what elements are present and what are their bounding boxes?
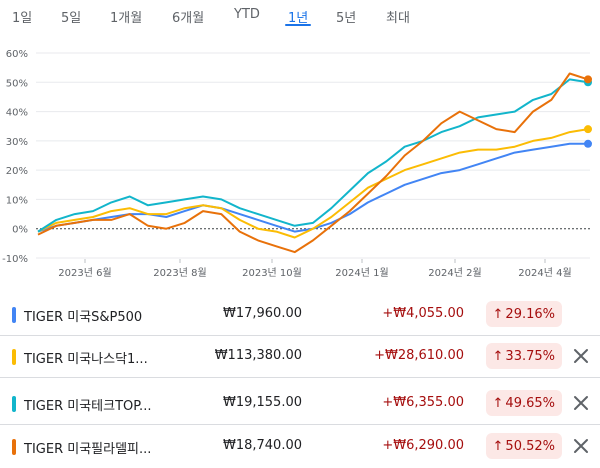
holding-name: TIGER 미국S&P500 — [24, 310, 143, 325]
tab-6m[interactable]: 6개월 — [172, 11, 205, 26]
series-color-marker — [12, 349, 16, 365]
percent-change-badge: ↑ 50.52% — [485, 433, 562, 459]
series-end-point — [584, 75, 592, 84]
x-tick-label: 2024년 4월 — [518, 267, 571, 279]
x-tick-label: 2023년 6월 — [58, 267, 111, 279]
row-divider — [0, 335, 600, 336]
percent-change-badge: ↑ 33.75% — [485, 343, 562, 369]
comparison-chart[interactable]: -10% 0% 10% 20% 30% 40% 50% 60% 2023년 6월 2023년 8… — [0, 38, 600, 288]
y-tick-label: 0% — [12, 225, 28, 236]
percent-change-value: 50.52% — [505, 438, 555, 454]
holding-change: +₩6,290.00 — [382, 438, 464, 453]
holding-row-nasdaq100[interactable]: TIGER 미국나스닥1... ₩113,380.00 +₩28,610.00 … — [0, 336, 600, 378]
y-tick-label: 40% — [6, 108, 28, 119]
x-tick-label: 2023년 8월 — [153, 267, 206, 279]
holding-change: +₩28,610.00 — [374, 348, 464, 363]
tab-max[interactable]: 최대 — [386, 11, 410, 26]
series-color-marker — [12, 396, 16, 412]
series-line — [37, 78, 589, 233]
holding-row-semiconductor[interactable]: TIGER 미국필라델피... ₩18,740.00 +₩6,290.00 ↑ … — [0, 426, 600, 468]
series-color-marker — [12, 307, 16, 323]
series-color-marker — [12, 439, 16, 455]
tab-ytd[interactable]: YTD — [234, 7, 260, 22]
holding-row-tech-top10[interactable]: TIGER 미국테크TOP... ₩19,155.00 +₩6,355.00 ↑… — [0, 383, 600, 425]
holding-price: ₩18,740.00 — [222, 438, 302, 453]
holding-name: TIGER 미국테크TOP... — [24, 399, 152, 414]
series-line — [37, 128, 589, 239]
chart-series — [37, 72, 592, 254]
holding-change: +₩4,055.00 — [382, 306, 464, 321]
close-icon[interactable] — [570, 345, 592, 367]
series-line — [37, 72, 589, 254]
close-icon[interactable] — [570, 435, 592, 457]
holding-price: ₩19,155.00 — [222, 395, 302, 410]
y-tick-label: 10% — [6, 195, 28, 206]
x-axis-labels: 2023년 6월 2023년 8월 2023년 10월 2024년 1월 2024년 2… — [58, 259, 572, 279]
series-end-point — [584, 139, 592, 148]
row-divider — [0, 377, 600, 378]
arrow-up-icon: ↑ — [492, 395, 504, 411]
row-divider — [0, 424, 600, 425]
y-tick-label: 30% — [6, 137, 28, 148]
y-axis-labels: -10% 0% 10% 20% 30% 40% 50% 60% — [2, 49, 28, 265]
active-tab-indicator — [285, 24, 311, 26]
percent-change-value: 33.75% — [505, 348, 555, 364]
percent-change-badge: ↑ 29.16% — [485, 301, 562, 327]
tab-5d[interactable]: 5일 — [61, 11, 82, 26]
range-tabs: 1일 5일 1개월 6개월 YTD 1년 5년 최대 — [0, 0, 600, 34]
y-tick-label: -10% — [2, 254, 28, 265]
holding-row-sp500[interactable]: TIGER 미국S&P500 ₩17,960.00 +₩4,055.00 ↑ 2… — [0, 294, 600, 336]
holding-name: TIGER 미국필라델피... — [24, 442, 152, 457]
holding-price: ₩17,960.00 — [222, 306, 302, 321]
x-tick-label: 2024년 1월 — [335, 267, 388, 279]
tab-1d[interactable]: 1일 — [12, 11, 33, 26]
close-icon[interactable] — [570, 392, 592, 414]
percent-change-badge: ↑ 49.65% — [485, 390, 562, 416]
holding-change: +₩6,355.00 — [382, 395, 464, 410]
arrow-up-icon: ↑ — [492, 306, 504, 322]
x-tick-label: 2023년 10월 — [242, 267, 302, 279]
y-tick-label: 50% — [6, 78, 28, 89]
percent-change-value: 29.16% — [505, 306, 555, 322]
tab-1y[interactable]: 1년 — [288, 11, 309, 26]
arrow-up-icon: ↑ — [492, 438, 504, 454]
tab-1m[interactable]: 1개월 — [110, 11, 143, 26]
series-line — [37, 142, 588, 233]
tab-5y[interactable]: 5년 — [336, 11, 357, 26]
percent-change-value: 49.65% — [505, 395, 555, 411]
y-tick-label: 20% — [6, 166, 28, 177]
holding-name: TIGER 미국나스닥1... — [24, 352, 148, 367]
series-end-point — [584, 125, 592, 134]
arrow-up-icon: ↑ — [492, 348, 504, 364]
x-tick-label: 2024년 2월 — [428, 267, 481, 279]
y-tick-label: 60% — [6, 49, 28, 60]
holding-price: ₩113,380.00 — [214, 348, 302, 363]
